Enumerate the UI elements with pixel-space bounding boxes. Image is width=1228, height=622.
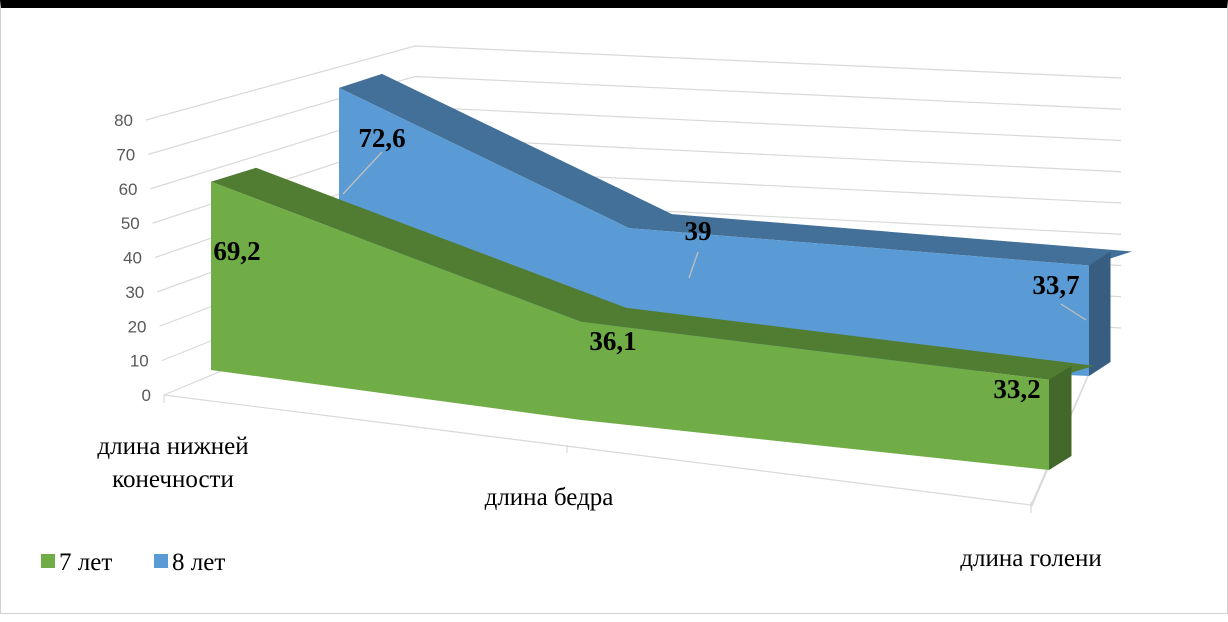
category-label: длина бедра — [485, 484, 614, 511]
label-leaders — [342, 151, 1087, 321]
x-axis-categories: длина нижней конечности длина бедра длина г… — [97, 433, 1101, 572]
y-tick-label: 50 — [121, 214, 140, 233]
series-areas — [211, 73, 1132, 470]
data-label-leader — [342, 151, 383, 195]
y-tick-label: 60 — [119, 180, 138, 199]
y-tick-label: 20 — [128, 317, 147, 336]
y-tick-label: 80 — [114, 111, 133, 130]
series-top-surface — [211, 167, 1094, 380]
legend-item: 7 лет — [41, 549, 112, 576]
series-top-surface — [339, 73, 1132, 266]
data-label: 39 — [685, 216, 712, 246]
category-label: длина голени — [960, 545, 1101, 572]
series-side-face — [1089, 251, 1111, 376]
data-label-leader — [688, 251, 699, 279]
series-side-face — [1049, 365, 1072, 470]
data-label: 33,7 — [1032, 270, 1079, 300]
chart-3d-area: 0 10 20 30 40 50 60 70 80 69,2 36,1 33,2 72,6 39 33,7… — [41, 45, 1132, 576]
data-label-leader — [1060, 303, 1087, 321]
data-label: 33,2 — [993, 374, 1040, 404]
legend-label: 8 лет — [172, 549, 225, 576]
data-label: 36,1 — [589, 326, 636, 356]
y-tick-label: 40 — [123, 249, 142, 268]
legend-item: 8 лет — [154, 549, 225, 576]
series-front-face — [211, 181, 1049, 470]
category-label: длина нижней конечности — [97, 433, 248, 493]
gridline — [148, 75, 1122, 155]
series-1 — [211, 167, 1094, 470]
gridline — [145, 45, 1122, 121]
data-labels: 69,2 36,1 33,2 72,6 39 33,7 — [213, 123, 1079, 404]
y-tick-label: 0 — [142, 386, 151, 405]
y-axis-ticks: 0 10 20 30 40 50 60 70 80 — [114, 111, 151, 405]
legend-swatch — [154, 554, 168, 568]
legend: 7 лет 8 лет — [41, 549, 225, 576]
data-label: 69,2 — [213, 236, 260, 266]
y-tick-label: 70 — [116, 145, 135, 164]
legend-label: 7 лет — [59, 549, 112, 576]
floor-edge — [163, 394, 1032, 506]
data-label: 72,6 — [358, 123, 405, 153]
y-tick-label: 10 — [130, 352, 149, 371]
y-tick-label: 30 — [125, 283, 144, 302]
legend-swatch — [41, 554, 55, 568]
